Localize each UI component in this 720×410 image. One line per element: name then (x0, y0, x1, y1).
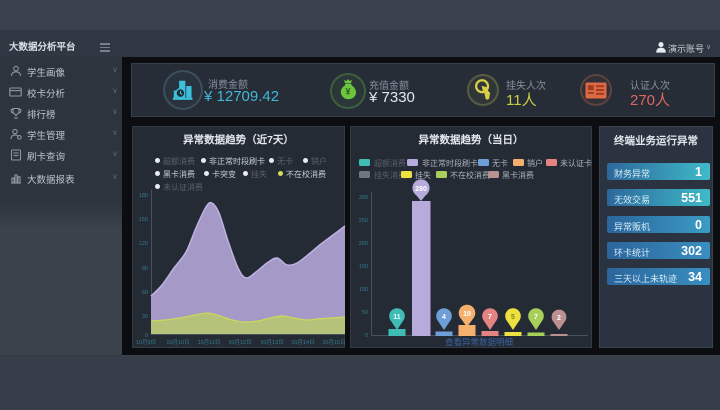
svg-text:280: 280 (415, 186, 427, 193)
svg-text:30: 30 (142, 314, 148, 320)
svg-text:120: 120 (139, 241, 148, 247)
svg-text:300: 300 (359, 195, 368, 201)
svg-text:¥: ¥ (345, 87, 350, 97)
svg-text:5: 5 (511, 314, 515, 321)
svg-text:7: 7 (488, 314, 492, 321)
svg-text:60: 60 (142, 290, 148, 296)
svg-text:10月13日: 10月13日 (260, 339, 283, 346)
svg-text:180: 180 (139, 193, 148, 199)
svg-text:10月10日: 10月10日 (166, 339, 189, 346)
svg-text:10月15日: 10月15日 (322, 339, 345, 346)
svg-text:150: 150 (139, 217, 148, 223)
svg-text:0: 0 (365, 333, 368, 339)
svg-text:90: 90 (142, 266, 148, 272)
svg-text:11: 11 (393, 314, 401, 321)
svg-text:10月11日: 10月11日 (198, 339, 221, 346)
svg-text:250: 250 (359, 218, 368, 224)
svg-text:10月14日: 10月14日 (291, 339, 314, 346)
svg-text:7: 7 (534, 314, 538, 321)
svg-text:10月9日: 10月9日 (136, 339, 156, 346)
svg-text:200: 200 (359, 241, 368, 247)
svg-text:10: 10 (463, 311, 471, 318)
svg-text:150: 150 (359, 264, 368, 270)
svg-text:2: 2 (557, 315, 561, 322)
svg-text:100: 100 (359, 287, 368, 293)
svg-text:0: 0 (145, 333, 148, 339)
svg-text:50: 50 (362, 310, 368, 316)
svg-text:10月12日: 10月12日 (228, 339, 251, 346)
svg-text:4: 4 (442, 314, 446, 321)
svg-text:查看异常数据明细: 查看异常数据明细 (445, 337, 513, 347)
